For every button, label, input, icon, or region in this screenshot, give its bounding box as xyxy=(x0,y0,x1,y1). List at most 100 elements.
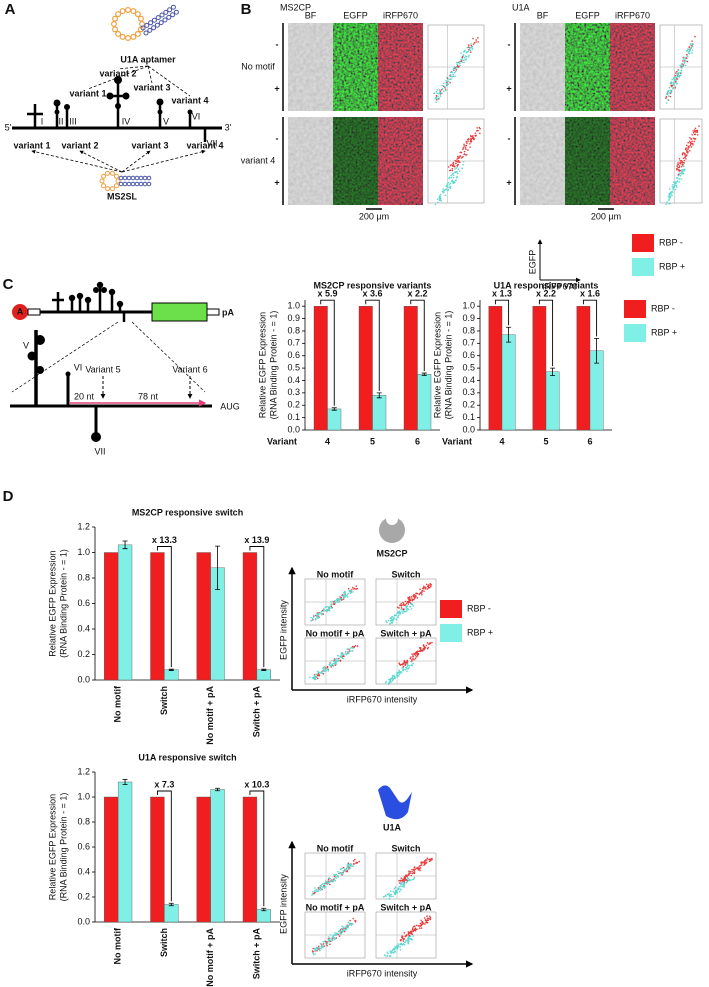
dot-shape xyxy=(156,98,164,106)
variant-label: variant 2 xyxy=(99,68,136,78)
dot-shape xyxy=(316,614,319,616)
dot-shape xyxy=(330,880,332,882)
dot-shape xyxy=(391,952,393,954)
dot-shape xyxy=(130,33,137,40)
dot-shape xyxy=(400,602,403,605)
fold-bracket xyxy=(494,299,510,326)
micrograph xyxy=(378,67,423,111)
fold-change-label: x 3.6 xyxy=(362,289,382,299)
dot-shape xyxy=(464,59,466,61)
dot-shape xyxy=(398,673,401,675)
dot-shape xyxy=(383,954,386,956)
dot-shape xyxy=(322,882,324,885)
dot-shape xyxy=(401,885,403,888)
x-tick-label: 5 xyxy=(543,436,548,446)
dot-shape xyxy=(112,26,119,33)
dot-shape xyxy=(332,665,335,667)
dot-shape xyxy=(693,129,696,131)
dot-shape xyxy=(327,936,330,938)
sign-label: + xyxy=(274,177,279,187)
dot-shape xyxy=(319,612,322,614)
site-label: Variant 6 xyxy=(172,364,207,374)
dot-shape xyxy=(395,618,398,621)
dot-shape xyxy=(687,145,690,148)
dot-shape xyxy=(163,9,169,15)
dot-shape xyxy=(420,864,422,867)
dot-shape xyxy=(413,872,416,875)
dot-shape xyxy=(414,928,416,931)
dot-shape xyxy=(406,874,408,877)
dot-shape xyxy=(668,86,671,89)
dot-shape xyxy=(449,81,451,84)
dot-shape xyxy=(691,142,694,145)
dot-shape xyxy=(319,884,322,887)
y-tick-label: 0.6 xyxy=(287,350,300,360)
dot-shape xyxy=(320,887,323,890)
dot-shape xyxy=(349,922,352,925)
dot-shape xyxy=(326,666,329,669)
dot-shape xyxy=(676,78,679,80)
dot-shape xyxy=(687,141,690,144)
dot-shape xyxy=(472,137,475,139)
error-bar xyxy=(421,372,427,376)
dot-shape xyxy=(672,82,675,85)
dot-shape xyxy=(681,152,684,154)
dot-shape xyxy=(388,897,391,900)
dot-shape xyxy=(411,872,413,875)
dot-shape xyxy=(329,943,331,946)
legend-swatch xyxy=(632,258,654,276)
dot-shape xyxy=(333,878,336,881)
dot-shape xyxy=(350,923,353,925)
dot-shape xyxy=(404,663,407,665)
dot-shape xyxy=(671,185,674,188)
dot-shape xyxy=(101,173,107,179)
x-axis-label: Variant xyxy=(267,436,297,446)
dot-shape xyxy=(668,195,671,197)
dot-shape xyxy=(407,937,409,940)
motif-label: MS2SL xyxy=(107,191,138,201)
micrograph xyxy=(565,161,610,205)
dot-shape xyxy=(403,610,405,613)
dot-shape xyxy=(147,27,153,33)
dot-shape xyxy=(464,55,467,57)
dot-shape xyxy=(331,936,333,939)
x-tick-label: No motif xyxy=(113,685,123,722)
dot-shape xyxy=(114,76,122,84)
dot-shape xyxy=(680,71,683,74)
dot-shape xyxy=(418,866,420,868)
dot-shape xyxy=(329,662,332,665)
dot-shape xyxy=(452,163,454,165)
y-tick-label: 1.0 xyxy=(77,791,90,801)
dot-shape xyxy=(448,177,450,180)
fold-change-label: x 10.3 xyxy=(244,779,269,789)
dot-shape xyxy=(331,600,333,603)
dot-shape xyxy=(397,943,400,945)
line-shape xyxy=(31,149,123,173)
dot-shape xyxy=(142,175,148,181)
dot-shape xyxy=(463,153,465,156)
dot-shape xyxy=(397,888,399,891)
dot-shape xyxy=(686,149,688,152)
dot-shape xyxy=(462,59,465,62)
dot-shape xyxy=(350,924,353,927)
dot-shape xyxy=(406,668,408,670)
micrograph xyxy=(288,23,333,67)
dot-shape xyxy=(446,82,448,84)
bar xyxy=(372,395,387,431)
dot-shape xyxy=(444,194,447,197)
dot-shape xyxy=(679,162,682,165)
dot-shape xyxy=(338,657,340,660)
legend-swatch xyxy=(624,300,646,318)
micrograph xyxy=(378,117,423,161)
dot-shape xyxy=(674,181,677,183)
y-tick-label: 0.5 xyxy=(287,362,300,372)
error-bar xyxy=(261,668,267,671)
sign-label: + xyxy=(506,83,511,93)
gene-box xyxy=(151,302,208,322)
dot-shape xyxy=(310,616,312,619)
dot-shape xyxy=(403,659,406,662)
dot-shape xyxy=(320,948,322,950)
dot-shape xyxy=(455,160,458,163)
dot-shape xyxy=(408,872,410,874)
panel-label: A xyxy=(5,1,16,18)
